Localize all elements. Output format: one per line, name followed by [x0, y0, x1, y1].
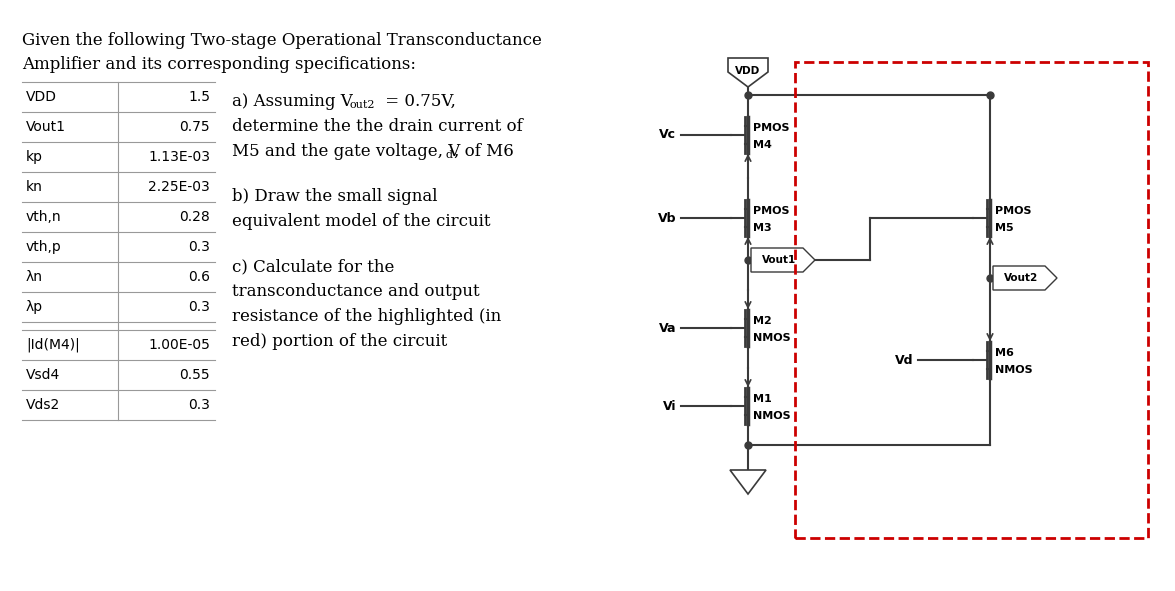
Text: |Id(M4)|: |Id(M4)| [26, 337, 80, 352]
Text: resistance of the highlighted (in: resistance of the highlighted (in [231, 308, 502, 325]
Text: VDD: VDD [26, 90, 58, 104]
Text: NMOS: NMOS [995, 365, 1033, 375]
Text: Va: Va [658, 322, 676, 335]
Text: determine the the drain current of: determine the the drain current of [231, 118, 523, 135]
Text: out2: out2 [350, 100, 376, 110]
Text: 0.28: 0.28 [180, 210, 210, 224]
Text: Vsd4: Vsd4 [26, 368, 60, 382]
Polygon shape [751, 248, 815, 272]
Text: 1.13E-03: 1.13E-03 [148, 150, 210, 164]
Text: PMOS: PMOS [753, 123, 790, 133]
Text: Amplifier and its corresponding specifications:: Amplifier and its corresponding specific… [22, 56, 416, 73]
Text: c) Calculate for the: c) Calculate for the [231, 258, 395, 275]
Text: 1.5: 1.5 [188, 90, 210, 104]
Text: 0.3: 0.3 [188, 300, 210, 314]
Polygon shape [728, 58, 768, 87]
Text: 0.3: 0.3 [188, 398, 210, 412]
Text: λn: λn [26, 270, 43, 284]
Text: PMOS: PMOS [995, 206, 1032, 216]
Text: NMOS: NMOS [753, 333, 791, 343]
Text: M1: M1 [753, 394, 772, 404]
Polygon shape [993, 266, 1058, 290]
Text: NMOS: NMOS [753, 411, 791, 421]
Text: red) portion of the circuit: red) portion of the circuit [231, 333, 448, 350]
Text: , of M6: , of M6 [454, 143, 513, 160]
Text: kp: kp [26, 150, 43, 164]
Text: Vi: Vi [663, 400, 676, 413]
Text: Vout1: Vout1 [26, 120, 66, 134]
Text: M3: M3 [753, 223, 772, 233]
Text: vth,n: vth,n [26, 210, 61, 224]
Text: 0.75: 0.75 [180, 120, 210, 134]
Text: d: d [445, 150, 452, 160]
Text: Given the following Two-stage Operational Transconductance: Given the following Two-stage Operationa… [22, 32, 542, 49]
Text: Vds2: Vds2 [26, 398, 60, 412]
Text: = 0.75V,: = 0.75V, [380, 93, 456, 110]
Text: Vc: Vc [659, 128, 676, 141]
Text: 0.6: 0.6 [188, 270, 210, 284]
Text: 2.25E-03: 2.25E-03 [148, 180, 210, 194]
Text: a) Assuming V: a) Assuming V [231, 93, 352, 110]
Text: transconductance and output: transconductance and output [231, 283, 479, 300]
Text: M5 and the gate voltage, V: M5 and the gate voltage, V [231, 143, 461, 160]
Text: VDD: VDD [736, 66, 760, 76]
Text: Vout1: Vout1 [761, 255, 797, 265]
Text: Vd: Vd [894, 353, 913, 366]
Text: M5: M5 [995, 223, 1014, 233]
Text: kn: kn [26, 180, 42, 194]
Text: vth,p: vth,p [26, 240, 62, 254]
Text: M2: M2 [753, 316, 772, 326]
Text: 0.3: 0.3 [188, 240, 210, 254]
Text: M6: M6 [995, 348, 1014, 358]
Text: λp: λp [26, 300, 43, 314]
Polygon shape [730, 470, 766, 494]
Text: 1.00E-05: 1.00E-05 [148, 338, 210, 352]
Text: b) Draw the small signal: b) Draw the small signal [231, 188, 437, 205]
Text: PMOS: PMOS [753, 206, 790, 216]
Text: equivalent model of the circuit: equivalent model of the circuit [231, 213, 490, 230]
Text: Vout2: Vout2 [1003, 273, 1039, 283]
Text: 0.55: 0.55 [180, 368, 210, 382]
Text: M4: M4 [753, 140, 772, 150]
Text: Vb: Vb [658, 212, 676, 225]
